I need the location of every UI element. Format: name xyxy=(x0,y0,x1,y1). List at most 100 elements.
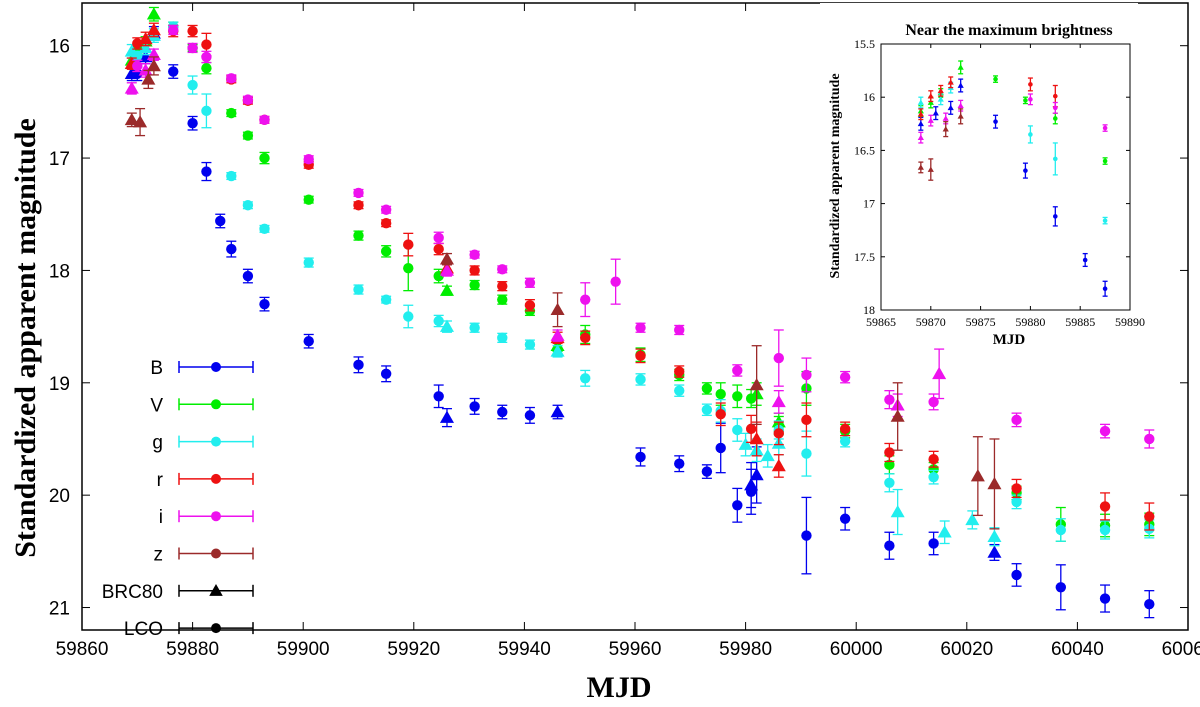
legend-label: r xyxy=(157,470,164,491)
main-point-g-lco xyxy=(801,448,812,459)
main-point-B-lco xyxy=(715,442,726,454)
inset-title: Near the maximum brightness xyxy=(905,22,1112,39)
main-point-V-lco xyxy=(201,62,212,74)
inset-y-tick-label: 16.5 xyxy=(854,143,875,157)
main-data-points xyxy=(124,6,1155,619)
main-point-r-brc80 xyxy=(771,458,786,472)
main-point-i-lco xyxy=(1144,433,1155,445)
main-point-z-brc80 xyxy=(146,58,161,72)
main-point-r-lco xyxy=(801,414,812,426)
main-point-i-brc80 xyxy=(550,328,565,341)
main-point-z-brc80 xyxy=(439,252,454,265)
main-point-B-lco xyxy=(433,391,444,402)
main-point-r-lco xyxy=(187,25,198,37)
inset-point-r-brc80 xyxy=(937,87,944,94)
inset-background xyxy=(820,3,1138,346)
main-point-i-lco xyxy=(226,73,237,84)
main-point-B-lco xyxy=(497,406,508,418)
main-point-g-lco xyxy=(433,315,444,327)
main-point-i-lco xyxy=(132,60,143,72)
main-point-g-lco xyxy=(259,223,270,235)
legend-marker xyxy=(211,623,221,634)
main-point-B-lco xyxy=(469,401,480,412)
inset-point-r-lco xyxy=(1053,93,1058,99)
main-point-B-lco xyxy=(303,336,314,347)
main-point-i-lco xyxy=(242,94,254,105)
main-point-i-lco xyxy=(187,42,198,54)
legend-marker xyxy=(211,511,221,522)
main-point-r-lco xyxy=(674,366,685,377)
main-point-i-lco xyxy=(524,277,536,288)
main-point-i-brc80 xyxy=(138,63,153,76)
main-point-r-lco xyxy=(715,409,726,420)
main-point-V-lco xyxy=(353,230,364,241)
main-point-g-lco xyxy=(635,374,646,385)
main-point-B-lco xyxy=(168,66,179,77)
main-point-B-lco xyxy=(839,513,851,524)
main-point-r-lco xyxy=(1011,483,1022,494)
main-point-r-lco xyxy=(773,428,784,439)
legend-marker xyxy=(211,548,221,559)
main-point-B-brc80 xyxy=(744,478,759,491)
legend-label: BRC80 xyxy=(102,582,163,603)
main-point-z-brc80 xyxy=(749,378,764,391)
inset-point-V-lco xyxy=(1023,98,1028,103)
inset-point-z-brc80 xyxy=(957,113,964,119)
main-point-B-lco xyxy=(259,298,270,310)
inset-x-tick-label: 59865 xyxy=(866,315,896,329)
main-point-g-lco xyxy=(524,339,536,350)
inset-x-tick-label: 59890 xyxy=(1115,315,1145,329)
main-point-i-lco xyxy=(732,365,743,376)
main-x-tick-label: 59940 xyxy=(498,639,551,660)
main-point-B-brc80 xyxy=(749,467,764,481)
main-point-g-lco xyxy=(380,294,392,305)
main-point-B-lco xyxy=(242,270,254,282)
main-point-g-lco xyxy=(674,385,685,396)
inset-point-B-brc80 xyxy=(957,82,964,88)
inset-point-i-brc80 xyxy=(942,115,949,121)
legend-marker xyxy=(211,436,221,447)
inset-frame xyxy=(880,43,1131,311)
inset-point-z-brc80 xyxy=(927,166,934,172)
main-x-tick-label: 60040 xyxy=(1051,639,1104,660)
inset-y-tick-label: 15.5 xyxy=(854,37,875,51)
main-point-g-brc80 xyxy=(760,448,775,462)
main-point-g-lco xyxy=(1099,524,1111,536)
legend-label: z xyxy=(154,545,164,566)
inset-point-z-brc80 xyxy=(942,126,949,132)
main-point-r-lco xyxy=(524,300,536,311)
main-point-i-brc80 xyxy=(439,263,454,276)
main-point-B-lco xyxy=(380,368,392,380)
inset-point-g-lco xyxy=(1102,218,1108,223)
main-point-g-lco xyxy=(303,257,314,268)
main-point-B-lco xyxy=(1055,582,1067,593)
main-point-r-lco xyxy=(635,350,646,362)
main-point-r-lco xyxy=(745,423,757,435)
inset-y-tick-label: 17.5 xyxy=(854,250,875,264)
inset-point-g-brc80 xyxy=(937,96,944,102)
main-point-r-lco xyxy=(928,454,939,465)
main-point-r-lco xyxy=(132,38,143,49)
main-point-B-lco xyxy=(674,458,685,469)
main-point-V-lco xyxy=(403,262,414,274)
main-point-V-lco xyxy=(259,152,270,164)
inset-point-B-brc80 xyxy=(917,120,924,127)
main-point-V-lco xyxy=(497,294,508,305)
main-point-g-lco xyxy=(1011,496,1022,508)
main-point-z-brc80 xyxy=(124,112,139,126)
inset-point-i-brc80 xyxy=(957,102,964,109)
main-point-B-lco xyxy=(187,118,198,129)
main-point-r-lco xyxy=(403,239,414,250)
main-point-B-brc80 xyxy=(124,66,139,80)
main-point-g-lco xyxy=(732,424,743,436)
inset-point-i-brc80 xyxy=(927,117,934,123)
inset-point-B-brc80 xyxy=(932,110,939,116)
main-point-g-lco xyxy=(884,477,895,489)
main-point-g-brc80 xyxy=(138,40,153,54)
main-point-g-lco xyxy=(928,471,939,483)
main-point-z-brc80 xyxy=(141,72,156,85)
main-point-g-brc80 xyxy=(890,504,905,518)
main-point-i-lco xyxy=(259,114,270,126)
inset-x-tick-label: 59885 xyxy=(1065,315,1095,329)
